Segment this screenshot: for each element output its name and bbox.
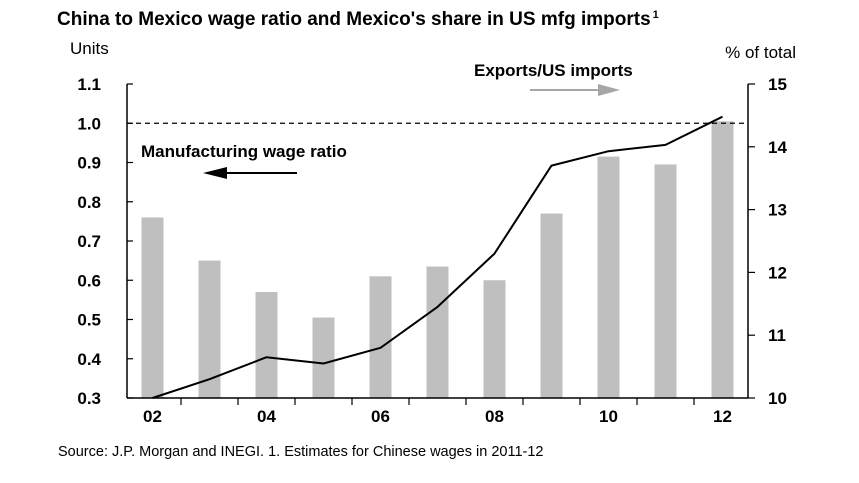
x-tick-label: 04	[257, 407, 276, 426]
x-tick-label: 08	[485, 407, 504, 426]
right-tick-label: 14	[768, 138, 787, 157]
bar-2009	[540, 213, 563, 398]
bar-2006	[369, 276, 392, 398]
bar-2010	[597, 156, 620, 398]
right-tick-label: 11	[768, 326, 786, 345]
left-tick-label: 0.3	[77, 389, 101, 408]
right-tick-label: 13	[768, 201, 787, 220]
left-tick-label: 0.7	[77, 232, 101, 251]
right-tick-label: 10	[768, 389, 787, 408]
left-tick-label: 0.8	[77, 193, 101, 212]
bar-2002	[141, 217, 164, 398]
left-tick-label: 0.4	[77, 350, 101, 369]
left-tick-label: 0.5	[77, 311, 101, 330]
right-tick-labels: 10 11 12 13 14 15	[768, 75, 787, 408]
right-tick-label: 15	[768, 75, 787, 94]
right-axis-label: % of total	[725, 43, 796, 62]
chart-title-text: China to Mexico wage ratio and Mexico's …	[57, 9, 651, 30]
bar-2007	[426, 266, 449, 398]
bar-2012	[711, 121, 734, 398]
left-tick-label: 0.6	[77, 271, 101, 290]
chart-title-footnote: 1	[653, 9, 659, 21]
bar-2005	[312, 317, 335, 398]
line-exports-share	[152, 115, 723, 399]
line-annotation-arrow	[530, 84, 620, 96]
left-axis-label: Units	[70, 39, 109, 58]
line-series-group	[152, 115, 723, 399]
axes-group	[126, 83, 755, 405]
bar-2004	[255, 292, 278, 398]
x-tick-label: 12	[713, 407, 732, 426]
chart-title: China to Mexico wage ratio and Mexico's …	[57, 9, 659, 30]
bar-2011	[654, 164, 677, 398]
left-tick-label: 1.1	[77, 75, 101, 94]
x-tick-labels: 02 04 06 08 10 12	[143, 407, 732, 426]
x-tick-label: 06	[371, 407, 390, 426]
line-annotation-label: Exports/US imports	[474, 61, 633, 80]
source-note: Source: J.P. Morgan and INEGI. 1. Estima…	[58, 444, 543, 460]
x-tick-label: 10	[599, 407, 618, 426]
left-tick-labels: 0.3 0.4 0.5 0.6 0.7 0.8 0.9 1.0 1.1	[77, 75, 101, 408]
bar-annotation-arrow	[203, 167, 297, 179]
bar-2003	[198, 260, 221, 398]
bar-annotation-label: Manufacturing wage ratio	[141, 142, 347, 161]
left-tick-label: 0.9	[77, 154, 101, 173]
bar-series	[141, 121, 734, 398]
bar-2008	[483, 280, 506, 398]
right-tick-label: 12	[768, 263, 787, 282]
x-tick-label: 02	[143, 407, 162, 426]
left-tick-label: 1.0	[77, 114, 101, 133]
